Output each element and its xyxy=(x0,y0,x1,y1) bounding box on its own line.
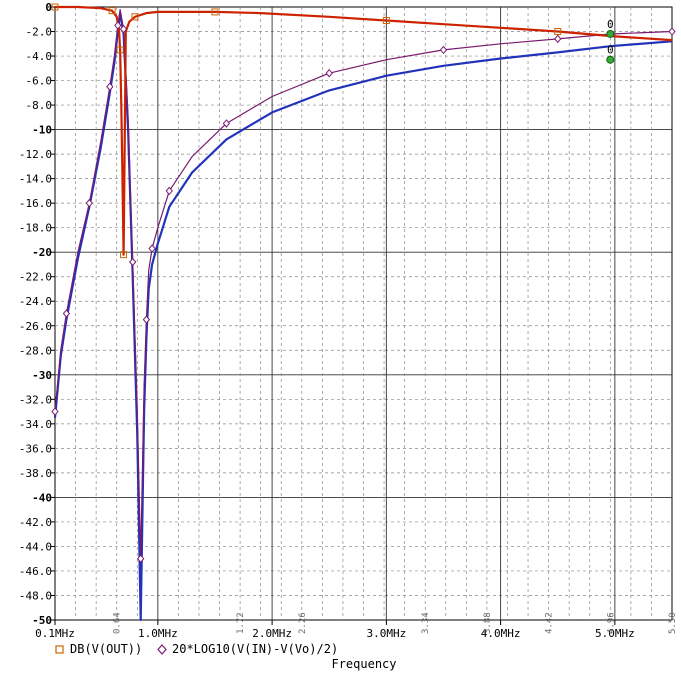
x-minor-tick-label: 4.96 xyxy=(606,612,616,634)
series-line-1 xyxy=(54,8,673,560)
y-tick-label: -46.0 xyxy=(19,565,52,578)
series-1-marker xyxy=(114,21,122,30)
y-tick-label: -42.0 xyxy=(19,516,52,529)
y-tick-label: -8.0 xyxy=(26,99,53,112)
series-1-marker xyxy=(142,315,151,324)
cursor-markers: 00 xyxy=(606,18,615,64)
cursor-label: 0 xyxy=(607,44,614,57)
y-tick-label: -12.0 xyxy=(19,148,52,161)
x-minor-tick-label: 5.50 xyxy=(668,612,678,634)
x-minor-tick-label: 4.42 xyxy=(545,612,555,634)
x-minor-tick-label: 0.64 xyxy=(113,612,123,634)
legend-marker-log10 xyxy=(157,644,167,655)
cursor-marker xyxy=(606,29,615,38)
y-tick-label: -44.0 xyxy=(19,540,52,553)
legend-marker-dbvout xyxy=(55,645,64,654)
series-markers xyxy=(51,3,676,563)
series-1-marker xyxy=(137,554,145,563)
y-tick-label: -18.0 xyxy=(19,222,52,235)
x-minor-tick-label: 2.26 xyxy=(298,612,308,634)
y-tick-label: -32.0 xyxy=(19,393,52,406)
series-1-marker xyxy=(222,119,231,128)
y-tick-label: -6.0 xyxy=(26,75,53,88)
y-tick-label: -34.0 xyxy=(19,418,52,431)
x-tick-label: 4.0MHz xyxy=(481,627,521,640)
x-tick-label: 0.1MHz xyxy=(35,627,75,640)
legend-label-dbvout: DB(V(OUT)) xyxy=(70,642,142,656)
series-1-marker xyxy=(325,68,333,78)
series-0-marker xyxy=(120,251,128,259)
y-tick-label: -14.0 xyxy=(19,173,52,186)
x-minor-tick-label: 3.34 xyxy=(421,612,431,634)
y-tick-label: -48.0 xyxy=(19,589,52,602)
series-1-marker xyxy=(668,27,676,36)
y-tick-label: 0 xyxy=(45,1,52,14)
grid xyxy=(54,6,673,621)
x-axis-ticks: 0.1MHz 1.0MHz 2.0MHz 3.0MHz 4.0MHz 5.0MHz 0.64… xyxy=(35,612,678,640)
series-0-marker xyxy=(554,28,562,36)
y-tick-label: -22.0 xyxy=(19,271,52,284)
x-tick-label: 5.0MHz xyxy=(595,627,635,640)
series-1-marker xyxy=(554,34,562,44)
y-tick-label: -38.0 xyxy=(19,467,52,480)
y-tick-label: -24.0 xyxy=(19,295,52,308)
y-tick-label: -28.0 xyxy=(19,344,52,357)
series-0-marker xyxy=(51,3,59,11)
series-1-marker xyxy=(439,45,448,55)
x-tick-label: 1.0MHz xyxy=(138,627,178,640)
cursor-marker xyxy=(606,55,615,64)
y-tick-label: -16.0 xyxy=(19,197,52,210)
y-tick-label: -2.0 xyxy=(26,26,53,39)
y-tick-label: -4.0 xyxy=(26,50,53,63)
y-tick-label: -50 xyxy=(32,614,52,627)
y-tick-label: -26.0 xyxy=(19,320,52,333)
series-0-marker xyxy=(211,8,219,16)
cursor-label: 0 xyxy=(607,18,614,31)
y-tick-label: -30 xyxy=(32,369,52,382)
series-1-marker xyxy=(148,244,156,253)
series-0-marker xyxy=(116,46,124,54)
series-0-marker xyxy=(108,7,116,15)
series-1-marker xyxy=(119,24,128,34)
x-minor-tick-label: 3.88 xyxy=(483,612,493,634)
y-tick-label: -10 xyxy=(32,124,52,137)
y-axis-ticks: 0 -2.0 -4.0 -6.0 -8.0 -10 -12.0 -14.0 -16.0 -18.0… xyxy=(19,1,55,627)
x-tick-label: 2.0MHz xyxy=(252,627,292,640)
series-1-marker xyxy=(62,309,71,318)
legend: DB(V(OUT)) 20*LOG10(V(IN)-V(Vo)/2) xyxy=(55,642,338,656)
series-1-marker xyxy=(51,407,59,416)
x-axis-title: Frequency xyxy=(331,657,396,671)
y-tick-label: -36.0 xyxy=(19,442,52,455)
series-1-marker xyxy=(129,257,137,267)
y-tick-label: -20 xyxy=(32,246,52,259)
series-1-marker xyxy=(85,198,93,208)
series-1-marker xyxy=(106,82,114,91)
series-1-marker xyxy=(165,186,173,196)
series-0-marker xyxy=(131,13,139,21)
x-minor-tick-label: 1.72 xyxy=(236,612,246,634)
series-0-marker xyxy=(382,16,390,24)
y-tick-label: -40 xyxy=(32,491,52,504)
legend-label-log10: 20*LOG10(V(IN)-V(Vo)/2) xyxy=(172,642,338,656)
x-tick-label: 3.0MHz xyxy=(366,627,406,640)
